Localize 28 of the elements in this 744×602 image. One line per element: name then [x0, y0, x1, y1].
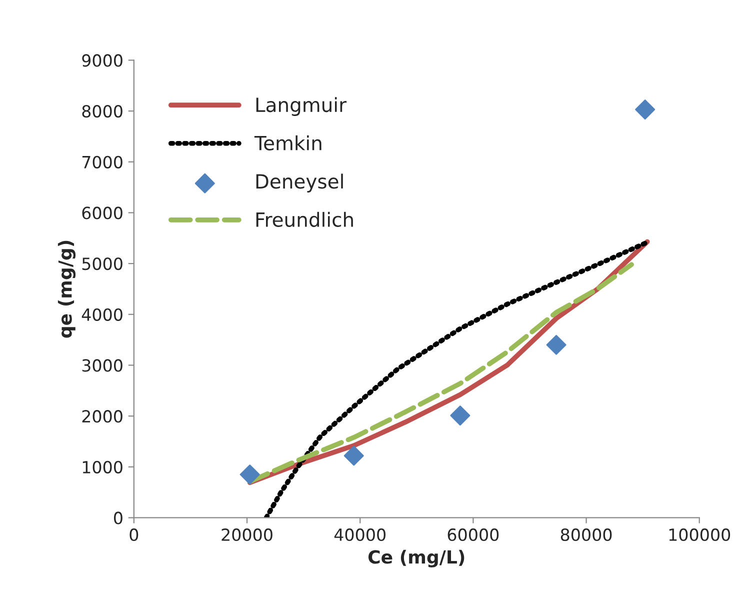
- y-tick-label: 2000: [82, 410, 122, 423]
- legend-label: Temkin: [254, 135, 322, 150]
- y-axis-title: qe (mg/g): [58, 240, 76, 338]
- x-tick-label: 100000: [669, 528, 730, 542]
- x-tick-label: 40000: [334, 528, 386, 542]
- x-tick-label: 80000: [560, 528, 612, 542]
- x-tick-label: 20000: [222, 528, 272, 542]
- y-tick-label: 6000: [82, 206, 122, 220]
- y-tick-label: 5000: [82, 258, 122, 270]
- point: [450, 406, 470, 426]
- x-axis-title: Ce (mg/L): [368, 550, 464, 568]
- x-tick-label: 0: [130, 528, 138, 542]
- y-tick-label: 0: [114, 512, 122, 524]
- y-tick-label: 8000: [82, 105, 122, 118]
- legend-label: Deneysel: [256, 174, 343, 192]
- point: [546, 334, 566, 355]
- y-tick-label: 4000: [82, 308, 122, 321]
- x-tick-label: 60000: [448, 528, 499, 542]
- y-tick-label: 9000: [82, 54, 122, 67]
- legend-label: Langmuir: [256, 97, 347, 116]
- line-series: [264, 240, 650, 518]
- point: [635, 100, 656, 120]
- point: [240, 464, 260, 485]
- y-tick-label: 3000: [82, 359, 122, 372]
- y-tick-label: 7000: [82, 156, 122, 168]
- point: [344, 446, 364, 466]
- y-tick-label: 1000: [82, 460, 122, 474]
- legend-label: Freundlich: [256, 212, 353, 227]
